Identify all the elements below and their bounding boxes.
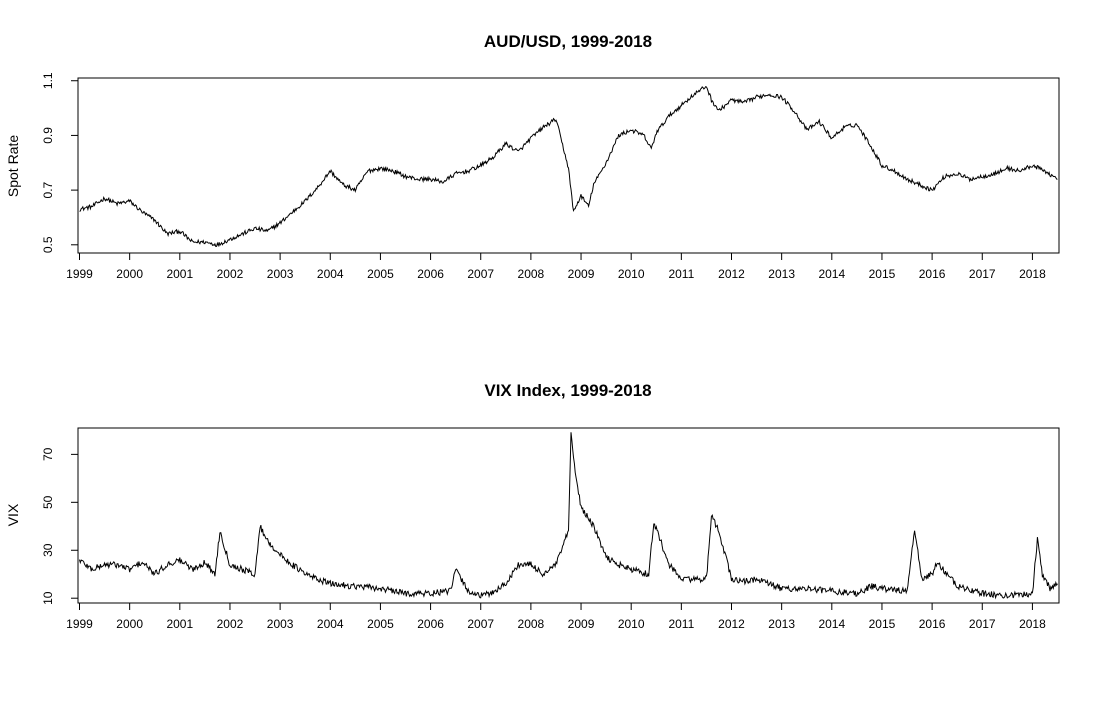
x-tick-label: 2013 [768, 267, 795, 281]
x-tick-label: 2013 [768, 617, 795, 631]
x-tick-label: 2000 [116, 267, 143, 281]
x-tick-label: 2014 [818, 267, 845, 281]
series-line-vix [79, 432, 1058, 600]
y-tick-label: 70 [41, 447, 55, 461]
x-tick-label: 2005 [367, 617, 394, 631]
y-tick-label: 0.9 [41, 127, 55, 144]
x-tick-label: 2017 [969, 267, 996, 281]
x-tick-label: 2018 [1019, 617, 1046, 631]
x-tick-label: 2010 [618, 617, 645, 631]
x-tick-label: 2003 [267, 267, 294, 281]
x-tick-label: 2009 [568, 267, 595, 281]
x-tick-label: 2007 [467, 267, 494, 281]
chart-panel-aud: AUD/USD, 1999-2018 Spot Rate 1999 2000 200… [5, 32, 1060, 281]
y-tick-label: 0.5 [41, 236, 55, 253]
x-tick-label: 2001 [166, 617, 193, 631]
x-tick-label: 2009 [568, 617, 595, 631]
x-tick-label: 2008 [518, 267, 545, 281]
x-tick-label: 2004 [317, 267, 344, 281]
y-tick-label: 50 [41, 495, 55, 509]
x-tick-label: 2011 [668, 267, 694, 281]
x-tick-label: 2001 [166, 267, 193, 281]
x-tick-label: 2017 [969, 617, 996, 631]
y-tick-label: 30 [41, 543, 55, 557]
x-tick-label: 2015 [869, 617, 896, 631]
x-tick-label: 2018 [1019, 267, 1046, 281]
plot-frame-vix [77, 427, 1060, 604]
x-tick-label: 2015 [869, 267, 896, 281]
x-tick-label: 2014 [818, 617, 845, 631]
x-tick-label: 2004 [317, 617, 344, 631]
x-tick-label: 2011 [668, 617, 694, 631]
x-tick-label: 1999 [66, 267, 93, 281]
x-tick-label: 2012 [718, 267, 745, 281]
y-tick-label: 10 [41, 591, 55, 605]
chart-title-aud: AUD/USD, 1999-2018 [484, 32, 652, 51]
x-tick-label: 2012 [718, 617, 745, 631]
x-tick-label: 2003 [267, 617, 294, 631]
x-axis-vix: 1999 2000 2001 2002 2003 2004 2005 2006 2007 2008… [66, 603, 1046, 631]
x-tick-label: 2006 [417, 617, 444, 631]
plot-frame-aud [77, 77, 1060, 254]
x-tick-label: 2008 [518, 617, 545, 631]
y-axis-label-vix: VIX [5, 503, 21, 526]
x-tick-label: 2002 [217, 267, 244, 281]
series-line-aud-usd [79, 86, 1058, 248]
x-tick-label: 2016 [919, 617, 946, 631]
chart-title-vix: VIX Index, 1999-2018 [484, 381, 651, 400]
x-tick-label: 2010 [618, 267, 645, 281]
x-axis-aud: 1999 2000 2001 2002 2003 2004 2005 2006 2007 2008… [66, 253, 1046, 281]
y-axis-aud: 0.5 0.7 0.9 1.1 [41, 72, 78, 253]
x-tick-label: 2007 [467, 617, 494, 631]
y-axis-vix: 10 30 50 70 [41, 447, 78, 605]
x-tick-label: 2002 [217, 617, 244, 631]
x-tick-label: 1999 [66, 617, 93, 631]
x-tick-label: 2016 [919, 267, 946, 281]
x-tick-label: 2000 [116, 617, 143, 631]
y-axis-label-aud: Spot Rate [5, 135, 21, 197]
y-tick-label: 0.7 [41, 181, 55, 198]
chart-panel-vix: VIX Index, 1999-2018 VIX 1999 2000 2001 200… [5, 381, 1060, 631]
y-tick-label: 1.1 [41, 72, 55, 89]
x-tick-label: 2006 [417, 267, 444, 281]
x-tick-label: 2005 [367, 267, 394, 281]
